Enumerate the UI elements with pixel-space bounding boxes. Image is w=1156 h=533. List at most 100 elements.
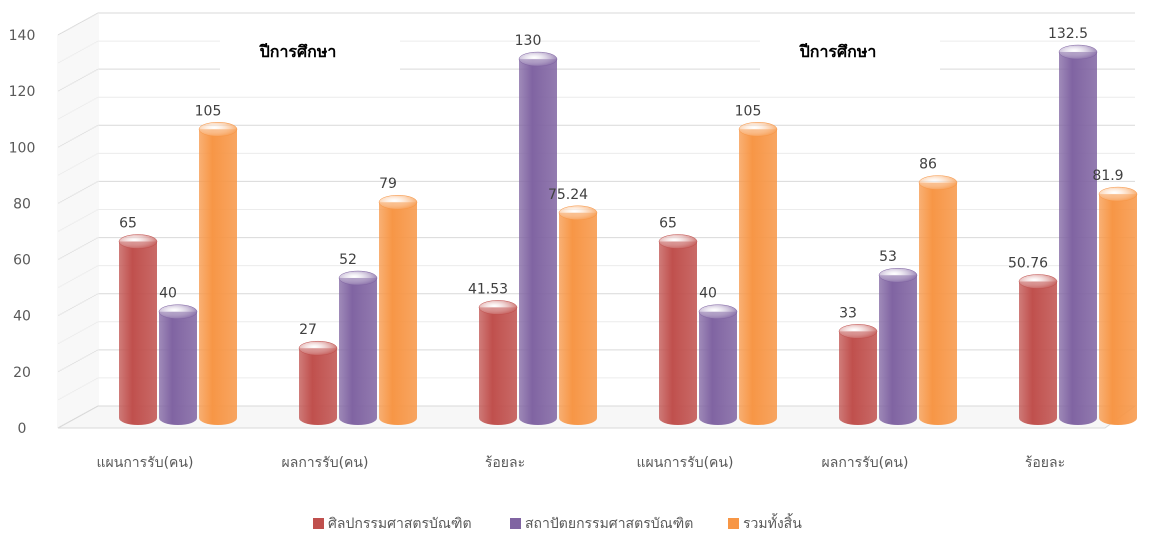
- bar-body: [919, 182, 957, 425]
- category-label: ผลการรับ(คน): [822, 455, 909, 471]
- group-label-box: [760, 20, 940, 82]
- bar-body: [659, 241, 697, 425]
- bar-top: [658, 234, 698, 249]
- bar-1: [838, 324, 878, 425]
- major-gridline: [57, 12, 1135, 36]
- bar-2: [158, 304, 198, 425]
- bar-top: [838, 324, 878, 339]
- data-label: 53: [879, 249, 897, 265]
- data-label: 40: [699, 286, 717, 302]
- bar-body: [1099, 194, 1137, 425]
- legend-label: ศิลปกรรมศาสตรบัณฑิต: [328, 516, 472, 532]
- bar-top: [1098, 186, 1138, 202]
- y-tick-label: 80: [13, 196, 31, 212]
- legend-swatch: [313, 518, 324, 529]
- y-tick-label: 120: [9, 84, 36, 100]
- data-labels: 65 40 105 27 52 79 41.53 130 75.24 65 40 105 33 53 86 5…: [119, 26, 1124, 338]
- bar-2: [698, 304, 738, 425]
- legend-item: สถาปัตยกรรมศาสตรบัณฑิต: [510, 516, 693, 532]
- bar-3: [1098, 186, 1138, 425]
- bar-body: [299, 348, 337, 425]
- bar-1: [1018, 274, 1058, 425]
- bar-top: [518, 51, 558, 67]
- y-tick-label: 60: [13, 253, 31, 269]
- legend: ศิลปกรรมศาสตรบัณฑิต สถาปัตยกรรมศาสตรบัณฑิ…: [313, 513, 802, 532]
- bar-1: [118, 234, 158, 425]
- minor-gridline: [57, 40, 1135, 64]
- category-label: ผลการรับ(คน): [282, 455, 369, 471]
- x-axis: แผนการรับ(คน) ผลการรับ(คน) ร้อยละ แผนการรับ…: [97, 455, 1066, 471]
- y-tick-label: 0: [18, 421, 27, 437]
- bar-3: [738, 122, 778, 425]
- legend-label: รวมทั้งสิ้น: [743, 513, 802, 532]
- bar-body: [519, 59, 557, 425]
- bar-top: [1058, 44, 1098, 60]
- data-label: 52: [339, 252, 357, 268]
- bar-3: [378, 194, 418, 425]
- data-label: 27: [299, 322, 317, 338]
- bar-2: [1058, 44, 1098, 426]
- data-label: 41.53: [468, 281, 508, 297]
- bar-1: [298, 340, 338, 425]
- y-tick-label: 140: [9, 28, 36, 44]
- bar-top: [378, 194, 418, 210]
- y-tick-label: 100: [9, 140, 36, 156]
- bars: [118, 44, 1138, 426]
- bar-body: [379, 202, 417, 425]
- bar-top: [918, 175, 958, 190]
- bar-top: [158, 304, 198, 319]
- bar-body: [739, 129, 777, 425]
- legend-label: สถาปัตยกรรมศาสตรบัณฑิต: [525, 516, 693, 532]
- bar-2: [338, 270, 378, 425]
- bar-top: [738, 122, 778, 137]
- category-label: แผนการรับ(คน): [97, 455, 194, 471]
- bar-body: [199, 129, 237, 425]
- bar-3: [918, 175, 958, 425]
- y-tick-label: 20: [13, 365, 31, 381]
- bar-1: [478, 300, 518, 425]
- bar-body: [559, 212, 597, 425]
- bar-3: [558, 205, 598, 425]
- data-label: 81.9: [1092, 168, 1123, 184]
- bar-top: [878, 267, 918, 283]
- bar-body: [839, 331, 877, 425]
- bar-body: [159, 311, 197, 425]
- bar-body: [1059, 52, 1097, 426]
- data-label: 75.24: [548, 187, 588, 203]
- legend-item: ศิลปกรรมศาสตรบัณฑิต: [313, 516, 472, 532]
- bar-2: [518, 51, 558, 425]
- bar-body: [879, 275, 917, 425]
- bar-body: [699, 311, 737, 425]
- bar-top: [478, 300, 518, 315]
- bar-body: [339, 278, 377, 425]
- data-label: 105: [735, 103, 762, 119]
- data-label: 79: [379, 176, 397, 192]
- bar-top: [558, 205, 598, 221]
- category-label: ร้อยละ: [1025, 455, 1065, 471]
- bar-top: [698, 304, 738, 319]
- data-label: 33: [839, 305, 857, 321]
- category-label: ร้อยละ: [485, 455, 525, 471]
- data-label: 105: [195, 103, 222, 119]
- legend-swatch: [510, 518, 521, 529]
- bar-top: [1018, 274, 1058, 289]
- data-label: 40: [159, 286, 177, 302]
- bar-3: [198, 122, 238, 425]
- data-label: 130: [515, 33, 542, 49]
- group-label-box: [220, 20, 400, 82]
- bar-body: [1019, 281, 1057, 425]
- bar-1: [658, 234, 698, 425]
- group-label-boxes: ปีการศึกษา ปีการศึกษา: [220, 20, 940, 82]
- legend-swatch: [728, 518, 739, 529]
- bar-top: [338, 270, 378, 286]
- bar-top: [298, 340, 338, 356]
- major-gridline: [57, 68, 1135, 92]
- bar-body: [119, 241, 157, 425]
- legend-item: รวมทั้งสิ้น: [728, 513, 802, 532]
- data-label: 65: [659, 216, 677, 232]
- data-label: 132.5: [1048, 26, 1088, 42]
- bar-top: [198, 122, 238, 137]
- bar-top: [118, 234, 158, 249]
- group-label: ปีการศึกษา: [258, 42, 336, 61]
